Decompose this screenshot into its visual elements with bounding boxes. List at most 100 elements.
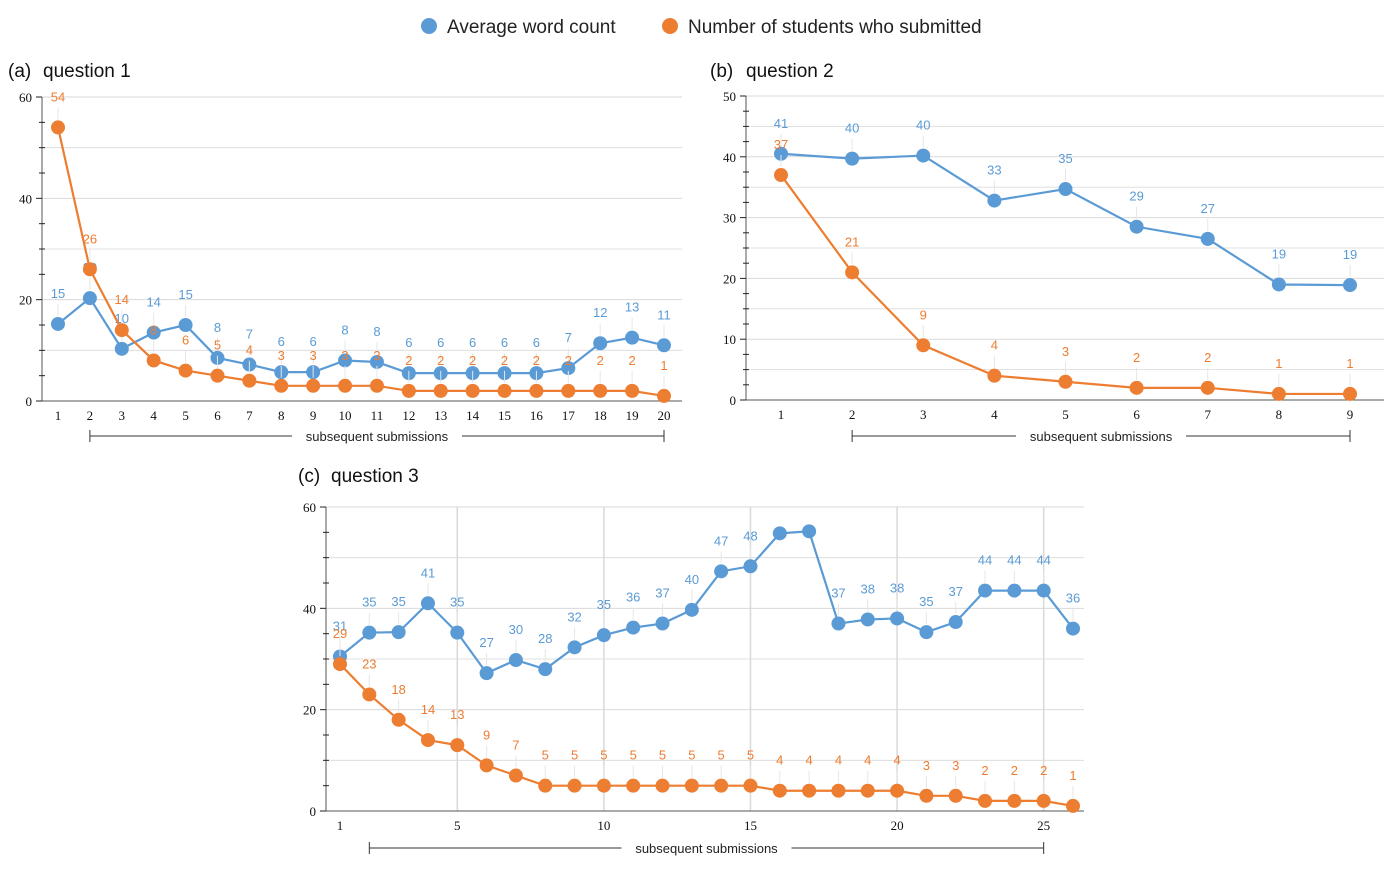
data-point-students-submitted: [1066, 798, 1080, 813]
data-label-average-word-count: 35: [597, 597, 611, 612]
data-point-average-word-count: [1200, 231, 1215, 246]
data-point-average-word-count: [774, 146, 788, 161]
data-label-average-word-count: 11: [657, 307, 671, 322]
data-point-students-submitted: [1271, 386, 1286, 401]
data-point-students-submitted: [1200, 380, 1215, 395]
data-label-students-submitted: 3: [952, 758, 959, 773]
data-label-average-word-count: 37: [831, 586, 845, 601]
y-tick-label: 20: [19, 293, 32, 308]
data-label-students-submitted: 5: [571, 748, 578, 763]
data-label-average-word-count: 35: [450, 595, 464, 610]
data-point-average-word-count: [561, 361, 576, 376]
data-label-students-submitted: 2: [469, 353, 476, 368]
x-tick-label: 7: [1205, 407, 1212, 422]
data-label-average-word-count: 6: [405, 335, 412, 350]
data-label-students-submitted: 21: [845, 234, 859, 249]
data-point-students-submitted: [987, 368, 1002, 383]
data-point-students-submitted: [655, 778, 670, 793]
data-label-average-word-count: 30: [509, 622, 523, 637]
y-tick-label: 60: [19, 90, 32, 105]
data-point-average-word-count: [420, 596, 435, 611]
data-label-students-submitted: 5: [542, 748, 549, 763]
data-label-students-submitted: 2: [1040, 763, 1047, 778]
y-tick-label: 10: [723, 332, 736, 347]
x-tick-label: 25: [1037, 818, 1050, 833]
data-point-students-submitted: [1036, 793, 1051, 808]
panel-c-tag: (c): [298, 466, 320, 487]
x-tick-label: 9: [1347, 407, 1354, 422]
data-point-students-submitted: [743, 778, 758, 793]
data-label-average-word-count: 6: [310, 334, 317, 349]
data-label-average-word-count: 7: [246, 327, 253, 342]
data-point-average-word-count: [714, 564, 729, 579]
data-label-students-submitted: 5: [747, 748, 754, 763]
data-point-average-word-count: [593, 336, 608, 351]
data-point-students-submitted: [401, 383, 416, 398]
data-point-students-submitted: [338, 378, 353, 393]
data-point-average-word-count: [114, 341, 129, 356]
data-point-students-submitted: [567, 778, 582, 793]
legend-label-students-submitted: Number of students who submitted: [688, 17, 982, 38]
data-label-students-submitted: 54: [51, 89, 65, 104]
data-point-students-submitted: [497, 383, 512, 398]
data-point-average-word-count: [657, 338, 671, 353]
data-label-students-submitted: 8: [150, 322, 157, 337]
data-label-students-submitted: 18: [391, 682, 405, 697]
data-point-students-submitted: [508, 768, 523, 783]
data-point-students-submitted: [362, 687, 377, 702]
data-label-average-word-count: 6: [437, 335, 444, 350]
data-label-average-word-count: 8: [341, 322, 348, 337]
data-point-average-word-count: [391, 625, 406, 640]
data-point-students-submitted: [391, 712, 406, 727]
data-point-average-word-count: [1007, 583, 1022, 598]
data-point-average-word-count: [978, 583, 993, 598]
x-tick-label: 6: [214, 408, 221, 423]
x-tick-label: 4: [991, 407, 998, 422]
data-point-average-word-count: [82, 291, 97, 306]
data-point-average-word-count: [987, 193, 1002, 208]
x-tick-label: 7: [246, 408, 253, 423]
data-label-students-submitted: 1: [1069, 768, 1076, 783]
x-tick-label: 8: [278, 408, 285, 423]
data-point-average-word-count: [146, 325, 161, 340]
data-label-students-submitted: 1: [660, 358, 667, 373]
data-point-students-submitted: [625, 383, 640, 398]
data-point-students-submitted: [82, 262, 97, 277]
x-tick-label: 14: [466, 408, 480, 423]
data-label-average-word-count: 28: [538, 631, 552, 646]
data-label-average-word-count: 35: [1058, 151, 1072, 166]
data-label-average-word-count: 41: [774, 116, 788, 131]
x-tick-label: 17: [562, 408, 576, 423]
x-tick-label: 6: [1133, 407, 1140, 422]
data-label-average-word-count: 27: [479, 635, 493, 650]
data-point-students-submitted: [1058, 374, 1073, 389]
x-tick-label: 13: [434, 408, 447, 423]
data-label-students-submitted: 2: [1204, 350, 1211, 365]
x-tick-label: 3: [119, 408, 126, 423]
data-label-students-submitted: 29: [333, 626, 347, 641]
data-point-students-submitted: [684, 778, 699, 793]
data-label-average-word-count: 8: [214, 320, 221, 335]
data-point-average-word-count: [369, 354, 384, 369]
data-label-average-word-count: 35: [919, 594, 933, 609]
data-label-average-word-count: 47: [714, 533, 728, 548]
data-point-average-word-count: [1271, 277, 1286, 292]
data-point-average-word-count: [916, 148, 931, 163]
data-label-students-submitted: 3: [341, 348, 348, 363]
data-label-students-submitted: 5: [214, 338, 221, 353]
data-label-students-submitted: 2: [533, 353, 540, 368]
data-label-average-word-count: 37: [655, 586, 669, 601]
data-label-students-submitted: 4: [893, 753, 900, 768]
data-point-students-submitted: [860, 783, 875, 798]
data-point-students-submitted: [919, 788, 934, 803]
data-point-average-word-count: [772, 526, 787, 541]
data-label-students-submitted: 3: [1062, 344, 1069, 359]
legend-marker-students-submitted: [662, 18, 678, 34]
data-label-students-submitted: 7: [512, 738, 519, 753]
y-tick-label: 60: [303, 500, 316, 515]
y-tick-label: 40: [19, 191, 32, 206]
data-label-average-word-count: 13: [625, 300, 639, 315]
data-label-average-word-count: 38: [890, 580, 904, 595]
data-label-average-word-count: 32: [567, 609, 581, 624]
